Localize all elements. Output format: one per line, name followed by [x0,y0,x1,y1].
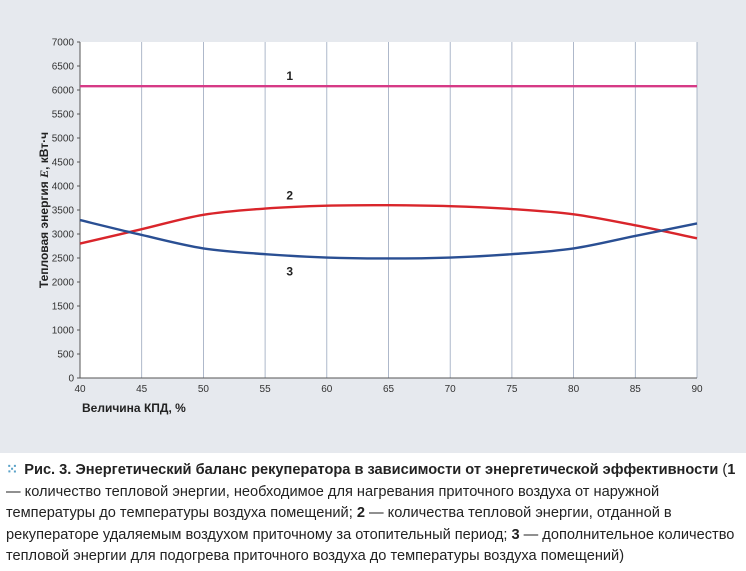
y-tick-label: 3500 [52,206,75,217]
caption-num-1: 1 [727,462,736,478]
x-axis-label: Величина КПД, % [82,401,186,415]
y-tick-label: 6500 [52,62,75,73]
x-tick-label: 85 [630,384,642,395]
x-tick-label: 90 [691,384,703,395]
y-tick-label: 1500 [52,302,75,313]
caption-text-1: — количество тепловой энергии, необходим… [6,483,660,522]
caption-num-3: 3 [511,526,520,543]
x-tick-label: 55 [260,384,272,395]
caption-num-2: 2 [356,505,365,521]
x-tick-label: 80 [568,384,580,395]
series-line-2 [79,203,698,245]
x-tick-label: 45 [136,384,148,395]
caption-title: Энергетический баланс рекуператора в зав… [75,462,719,478]
y-tick-label: 5500 [52,110,75,121]
y-axis-label: Тепловая энергия E, кВт·ч [37,132,51,288]
x-tick-label: 65 [383,384,395,395]
y-tick-label: 500 [57,350,74,361]
figure-caption: ⁙ Рис. 3. Энергетический баланс рекуперат… [6,460,740,568]
series-label-2: 2 [286,189,293,203]
x-tick-label: 40 [74,384,86,395]
series-label-1: 1 [286,69,293,83]
y-tick-label: 0 [68,374,74,385]
y-tick-label: 4000 [52,182,75,193]
x-tick-label: 75 [506,384,518,395]
y-tick-label: 2000 [52,278,75,289]
x-tick-label: 50 [198,384,210,395]
y-tick-label: 7000 [52,38,75,49]
y-tick-label: 1000 [52,326,75,337]
series-line-3 [79,218,698,260]
caption-text-3: — дополнительное количество тепловой эне… [6,526,735,565]
caption-bullet-icon: ⁙ [6,462,19,478]
y-tick-label: 6000 [52,86,75,97]
x-tick-label: 70 [445,384,457,395]
y-tick-label: 5000 [52,134,75,145]
series-label-3: 3 [286,265,293,279]
caption-text-2: — количества тепловой энергии, отданной … [6,505,672,543]
caption-open: ( [718,462,728,478]
chart-figure: 0 500 1000 1500 2000 2500 3000 3500 4000 4500 5000… [0,0,746,453]
y-tick-label: 4500 [52,158,75,169]
y-tick-label: 3000 [52,230,75,241]
line-chart: 0 500 1000 1500 2000 2500 3000 3500 4000 4500 5000… [37,38,703,416]
y-tick-label: 2500 [52,254,75,265]
caption-fig-label: Рис. 3. [24,462,72,478]
x-tick-label: 60 [321,384,333,395]
